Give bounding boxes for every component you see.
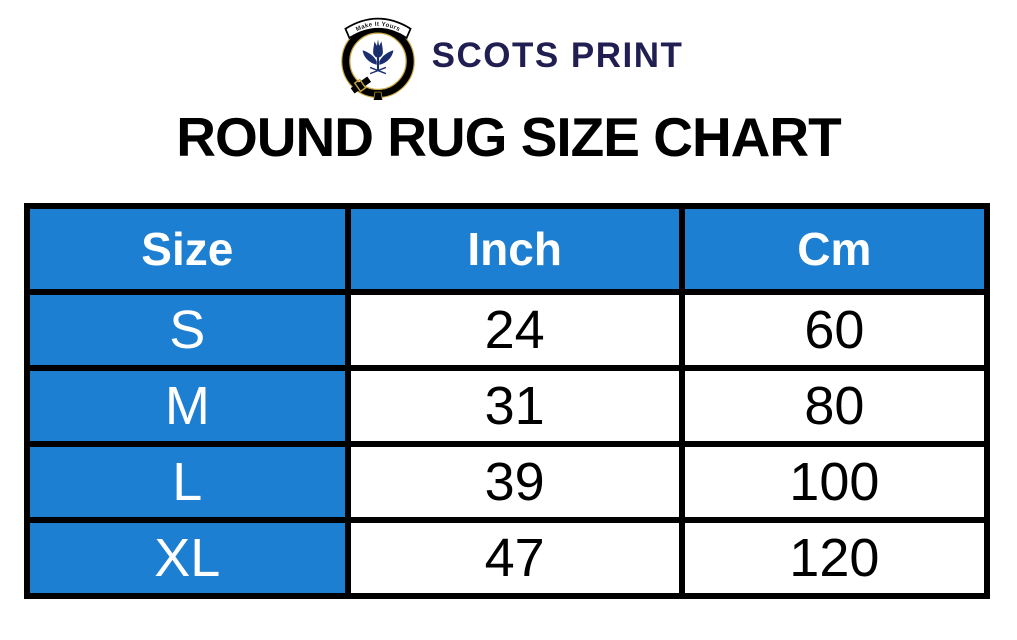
- header-cm: Cm: [678, 203, 991, 295]
- inch-cell: 39: [344, 441, 685, 523]
- size-cell: S: [24, 289, 351, 371]
- table-row: L 39 100: [24, 441, 991, 523]
- header-size: Size: [24, 203, 351, 295]
- thistle-icon: [362, 39, 393, 75]
- header-inch: Inch: [344, 203, 685, 295]
- size-cell: M: [24, 365, 351, 447]
- inch-cell: 31: [344, 365, 685, 447]
- cm-cell: 60: [678, 289, 991, 371]
- inch-cell: 24: [344, 289, 685, 371]
- banner-ribbon: [343, 17, 412, 40]
- header-row: Size Inch Cm: [24, 203, 991, 295]
- cm-cell: 80: [678, 365, 991, 447]
- cm-cell: 100: [678, 441, 991, 523]
- belt-buckle-icon: [350, 76, 371, 94]
- belt-strap-tail: [372, 91, 383, 100]
- inch-cell: 47: [344, 517, 685, 599]
- brand-header: Make It Yours SCOTS PRINT: [0, 0, 1017, 102]
- table-row: M 31 80: [24, 365, 991, 447]
- size-cell: XL: [24, 517, 351, 599]
- size-cell: L: [24, 441, 351, 523]
- table-row: XL 47 120: [24, 517, 991, 599]
- brand-name: SCOTS PRINT: [431, 36, 684, 75]
- page-title: ROUND RUG SIZE CHART: [176, 106, 841, 168]
- cm-cell: 120: [678, 517, 991, 599]
- clan-crest-logo-icon: Make It Yours: [340, 17, 415, 100]
- table-row: S 24 60: [24, 289, 991, 371]
- crest-gold-inner-ring: [348, 32, 407, 91]
- size-chart-table: Size Inch Cm S 24 60 M 31 80 L 39 100: [24, 203, 991, 599]
